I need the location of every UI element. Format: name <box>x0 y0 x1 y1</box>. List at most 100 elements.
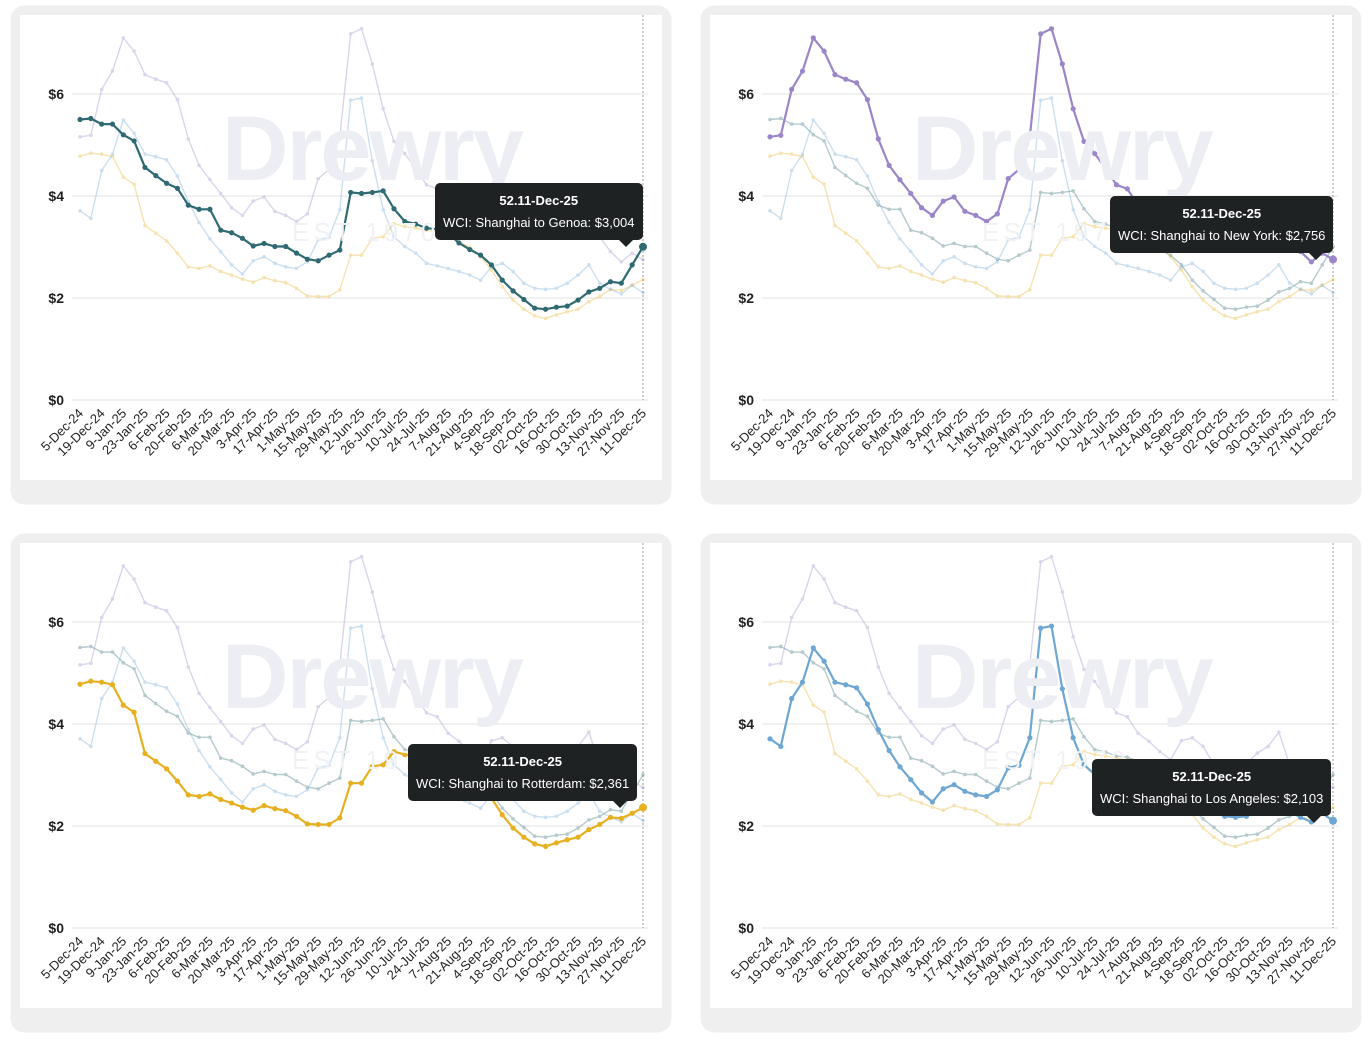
data-point <box>132 182 136 187</box>
data-point <box>768 117 772 122</box>
data-point <box>457 269 461 274</box>
data-point <box>963 737 967 742</box>
series-wci-shanghai-to-rotterdam <box>77 678 647 849</box>
data-point <box>273 278 277 283</box>
data-point <box>639 242 647 251</box>
data-point <box>930 805 935 809</box>
data-point <box>1233 316 1238 321</box>
data-point <box>1233 844 1238 849</box>
data-point <box>1168 254 1173 259</box>
data-point <box>639 803 647 812</box>
data-point <box>78 208 82 213</box>
data-point <box>218 269 223 274</box>
data-point <box>554 313 559 317</box>
drewry-watermark: Drewry <box>912 98 1214 200</box>
data-point <box>110 152 115 156</box>
data-point <box>779 661 783 666</box>
data-point <box>811 118 816 122</box>
data-point <box>587 818 591 822</box>
data-point <box>811 175 816 179</box>
data-point <box>908 719 913 724</box>
data-point <box>131 138 137 144</box>
data-point <box>402 218 408 225</box>
data-point <box>348 98 353 102</box>
data-point <box>865 174 870 178</box>
data-point <box>587 730 591 734</box>
data-point <box>833 600 837 605</box>
data-point <box>1006 238 1010 242</box>
data-point <box>78 135 82 139</box>
data-point <box>1277 730 1281 734</box>
data-point <box>489 268 494 272</box>
data-point <box>381 106 385 111</box>
data-point <box>941 808 946 812</box>
data-point <box>1277 263 1281 267</box>
data-point <box>153 605 158 610</box>
data-point <box>919 273 924 277</box>
data-point <box>1103 251 1108 255</box>
series-wci-shanghai-to-los-angeles <box>768 96 1335 296</box>
data-point <box>952 275 956 280</box>
data-point <box>262 195 266 199</box>
data-point <box>1006 258 1010 263</box>
data-point <box>995 740 1000 744</box>
data-point <box>1081 762 1087 768</box>
data-point <box>1048 26 1055 32</box>
data-point <box>1309 281 1314 286</box>
data-point <box>175 97 180 102</box>
data-point <box>564 303 570 309</box>
y-tick-label: $4 <box>738 716 754 732</box>
tooltip-label: WCI: Shanghai to Rotterdam: $2,361 <box>416 776 630 791</box>
data-point <box>1103 750 1108 754</box>
data-point <box>174 185 181 191</box>
data-point <box>1071 235 1075 239</box>
data-point <box>963 278 967 283</box>
data-point <box>120 702 126 708</box>
data-point <box>392 734 396 739</box>
data-point <box>78 663 82 667</box>
data-point <box>1266 835 1270 840</box>
data-point <box>1103 165 1109 172</box>
chart-svg: $0$2$4$65-Dec-2419-Dec-249-Jan-2523-Jan-… <box>10 533 672 1033</box>
data-point <box>1006 786 1010 791</box>
data-point <box>1277 818 1281 822</box>
data-point <box>1147 269 1151 274</box>
data-point <box>413 166 418 171</box>
tooltip-label: WCI: Shanghai to Genoa: $3,004 <box>443 215 635 230</box>
data-point <box>456 240 462 246</box>
data-point <box>197 748 201 753</box>
data-point <box>370 159 375 163</box>
data-point <box>532 305 538 311</box>
data-point <box>1320 263 1324 267</box>
data-point <box>833 152 837 156</box>
data-point <box>897 177 903 183</box>
data-point <box>1017 294 1021 299</box>
data-point <box>1331 277 1335 282</box>
data-point <box>1331 805 1335 810</box>
data-point <box>1136 266 1140 271</box>
data-point <box>143 72 147 77</box>
data-point <box>240 277 245 281</box>
data-point <box>467 801 472 805</box>
data-point <box>262 275 266 280</box>
data-point <box>597 821 603 828</box>
tooltip-title: 52.11-Dec-25 <box>499 193 579 208</box>
data-point <box>392 235 396 239</box>
tooltip: 52.11-Dec-25 WCI: Shanghai to Los Angele… <box>1092 759 1332 823</box>
data-point <box>1277 299 1281 304</box>
data-point <box>273 209 277 214</box>
data-point <box>619 288 624 293</box>
data-point <box>1190 284 1195 289</box>
data-point <box>305 785 310 790</box>
data-point <box>1071 207 1075 212</box>
data-point <box>403 224 407 229</box>
data-point <box>1255 281 1260 286</box>
data-point <box>629 262 635 268</box>
data-point <box>89 133 93 138</box>
data-point <box>843 154 848 159</box>
data-point <box>898 735 902 740</box>
data-point <box>446 266 450 271</box>
data-point <box>164 80 169 85</box>
data-point <box>973 212 979 218</box>
data-point <box>143 680 147 684</box>
